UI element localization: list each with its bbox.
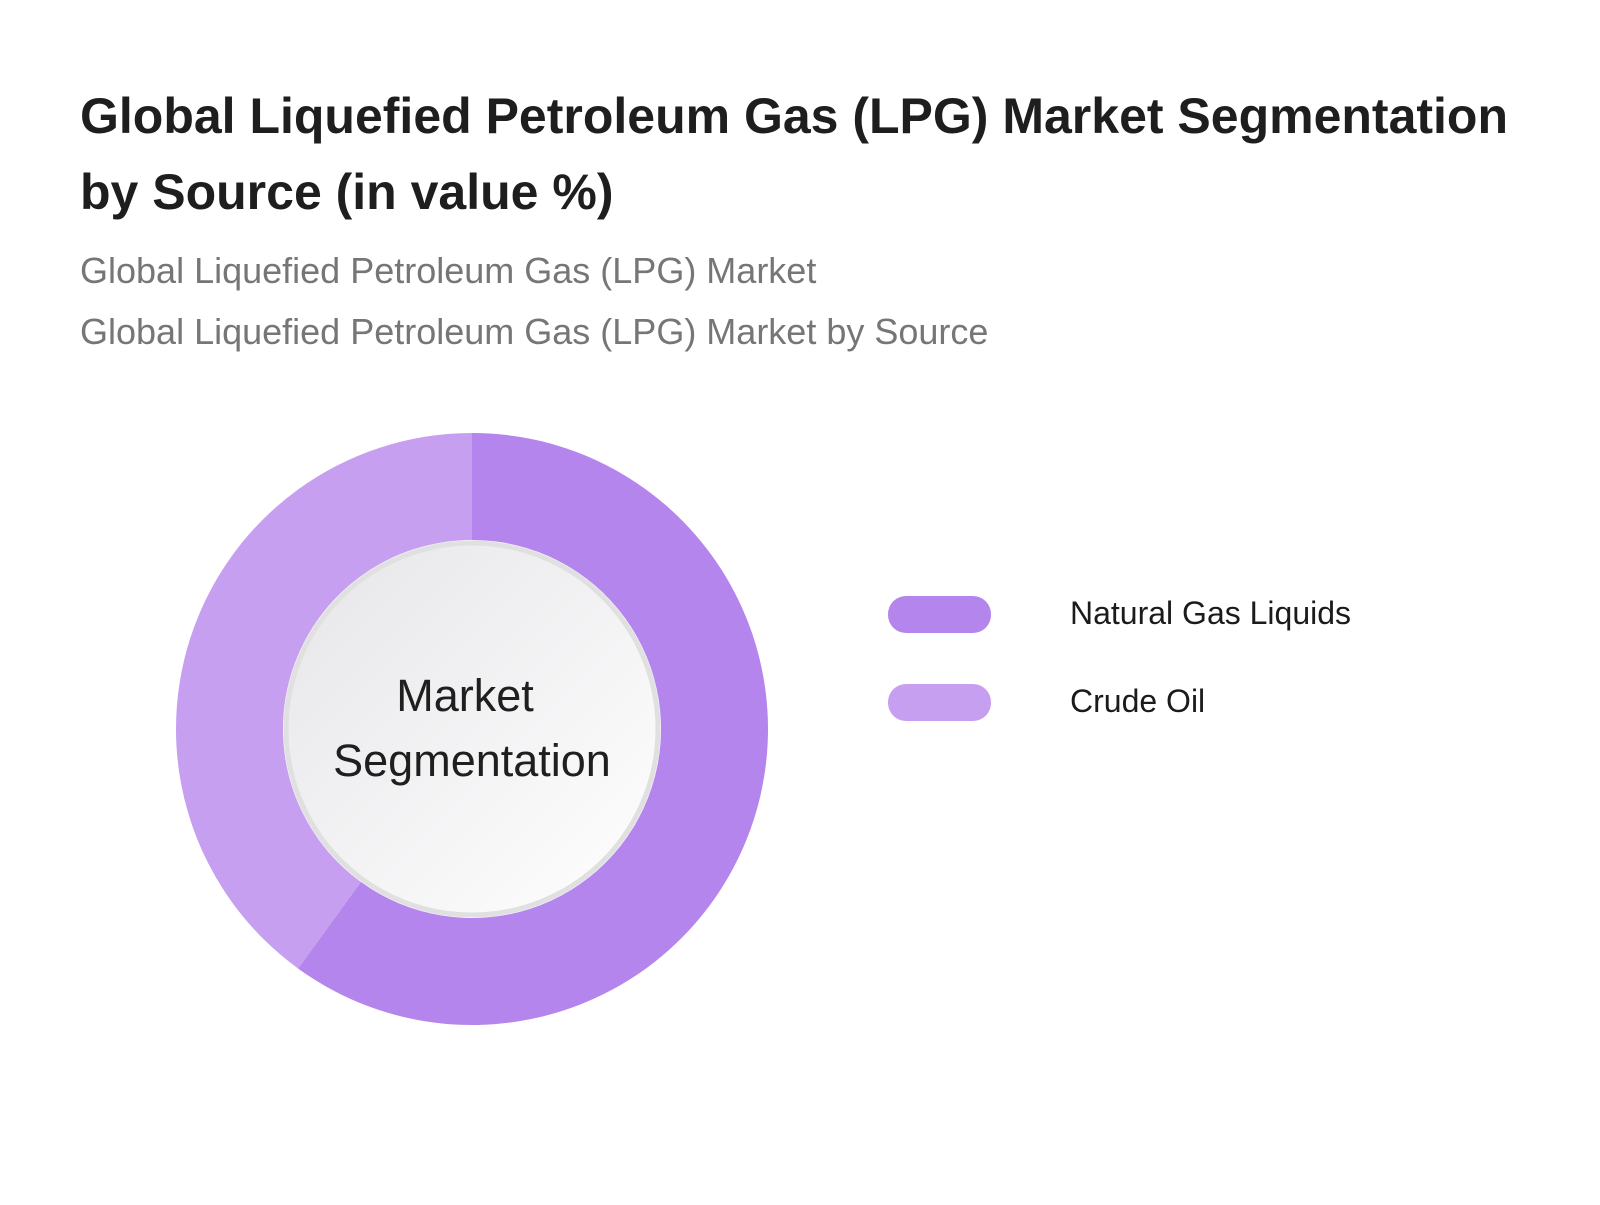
chart-subtitle-market: Global Liquefied Petroleum Gas (LPG) Mar… bbox=[80, 250, 817, 291]
legend-swatch-crude-oil bbox=[888, 684, 991, 721]
chart-header: Global Liquefied Petroleum Gas (LPG) Mar… bbox=[80, 78, 1520, 362]
legend-swatch-natural-gas-liquids bbox=[888, 596, 991, 633]
chart-title: Global Liquefied Petroleum Gas (LPG) Mar… bbox=[80, 88, 1509, 220]
legend-label-natural-gas-liquids: Natural Gas Liquids bbox=[1070, 595, 1352, 631]
legend-item-natural-gas-liquids: Natural Gas Liquids bbox=[888, 588, 1508, 642]
center-label-line-1: Market bbox=[396, 670, 534, 721]
donut-slice-crude-oil bbox=[176, 433, 472, 969]
center-label-line-2: Segmentation bbox=[333, 735, 611, 786]
donut-slice-natural-gas-liquids bbox=[298, 433, 768, 1025]
chart-legend: Natural Gas Liquids Crude Oil bbox=[888, 588, 1508, 764]
legend-label-crude-oil: Crude Oil bbox=[1070, 683, 1206, 719]
donut-center-circle bbox=[283, 540, 661, 918]
chart-subtitle-source: Global Liquefied Petroleum Gas (LPG) Mar… bbox=[80, 311, 989, 352]
legend-item-crude-oil: Crude Oil bbox=[888, 676, 1508, 730]
donut-slices bbox=[176, 433, 768, 1025]
